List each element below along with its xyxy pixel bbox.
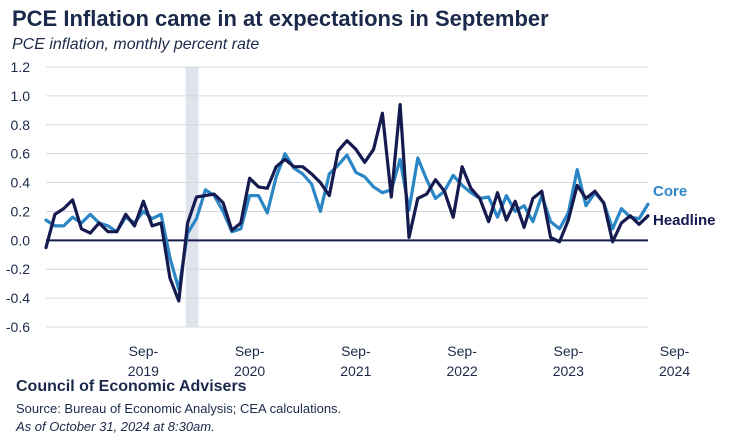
y-axis-ticks: -0.6 -0.4 -0.2 0.0 0.2 0.4 0.6 0.8 1.0 1.2 (6, 59, 30, 335)
chart-subtitle: PCE inflation, monthly percent rate (12, 36, 260, 53)
x-tick-label: Sep- 2023 (553, 343, 584, 379)
x-axis-ticks: Sep- 2019 Sep- 2020 Sep- 2021 Sep- 2022 Sep- 2023… (128, 343, 691, 379)
svg-text:Sep-: Sep- (129, 343, 159, 359)
organization-name: Council of Economic Advisers (16, 378, 247, 395)
x-tick-label: Sep- 2021 (340, 343, 371, 379)
y-tick-label: 1.2 (11, 59, 31, 75)
recession-shading-group (185, 67, 199, 327)
line-chart: -0.6 -0.4 -0.2 0.0 0.2 0.4 0.6 0.8 1.0 1.2 Sep- 20… (6, 59, 716, 379)
series-lines (44, 102, 650, 303)
y-tick-label: 0.4 (11, 175, 31, 191)
svg-text:2024: 2024 (659, 363, 690, 379)
x-tick-label: Sep- 2022 (447, 343, 478, 379)
y-tick-label: 0.6 (11, 146, 31, 162)
y-tick-label: 0.8 (11, 117, 31, 133)
x-tick-label: Sep- 2024 (659, 343, 690, 379)
as-of-note: As of October 31, 2024 at 8:30am. (16, 419, 215, 434)
x-tick-label: Sep- 2020 (234, 343, 265, 379)
y-tick-label: 0.0 (11, 232, 31, 248)
svg-text:2022: 2022 (447, 363, 478, 379)
svg-text:2020: 2020 (234, 363, 265, 379)
y-tick-label: -0.2 (6, 261, 30, 277)
svg-text:2021: 2021 (340, 363, 371, 379)
chart-title: PCE Inflation came in at expectations in… (12, 6, 549, 31)
svg-text:Sep-: Sep- (235, 343, 265, 359)
series-label-headline: Headline (653, 212, 716, 229)
y-tick-label: 0.2 (11, 203, 31, 219)
svg-text:Sep-: Sep- (660, 343, 690, 359)
y-tick-label: -0.6 (6, 319, 30, 335)
svg-text:Sep-: Sep- (341, 343, 371, 359)
recession-shading (185, 67, 199, 327)
y-tick-label: -0.4 (6, 290, 30, 306)
series-label-core: Core (653, 183, 687, 200)
source-note: Source: Bureau of Economic Analysis; CEA… (16, 401, 342, 416)
svg-text:2023: 2023 (553, 363, 584, 379)
svg-text:Sep-: Sep- (447, 343, 477, 359)
svg-text:Sep-: Sep- (554, 343, 584, 359)
series-line-headline (44, 102, 650, 303)
x-tick-label: Sep- 2019 (128, 343, 159, 379)
y-tick-label: 1.0 (11, 88, 31, 104)
gridlines (46, 66, 648, 328)
svg-text:2019: 2019 (128, 363, 159, 379)
series-labels: Headline Core (653, 183, 716, 229)
